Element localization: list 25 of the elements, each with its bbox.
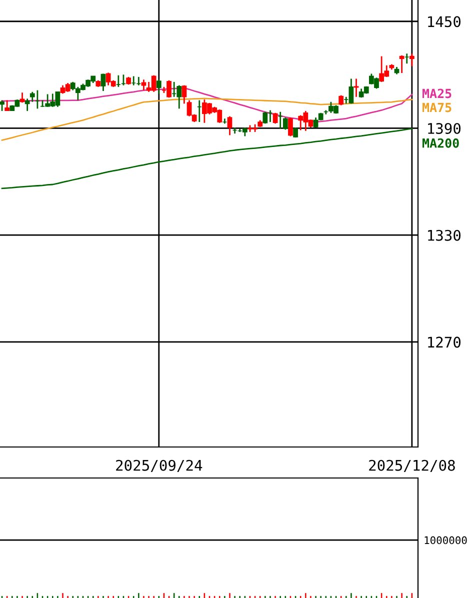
y-tick-label: 1390 bbox=[428, 122, 461, 134]
y-tick-label: 1450 bbox=[428, 16, 461, 28]
candlestick bbox=[141, 78, 146, 91]
candlestick bbox=[399, 54, 404, 74]
candlestick bbox=[100, 73, 106, 92]
line-series bbox=[1, 128, 413, 190]
candlestick bbox=[156, 78, 162, 94]
x-tick-label: 2025/12/08 bbox=[369, 460, 455, 472]
y-tick-label: 1270 bbox=[428, 336, 461, 348]
series-label: MA25 bbox=[422, 88, 452, 98]
y-tick-label: 1330 bbox=[428, 230, 461, 241]
candlestick bbox=[227, 116, 232, 136]
candlestick bbox=[338, 94, 344, 106]
candlestick bbox=[182, 84, 187, 104]
candlestick bbox=[282, 116, 288, 130]
series-label: MA200 bbox=[422, 138, 459, 148]
candlestick bbox=[293, 126, 298, 138]
candlestick bbox=[354, 78, 359, 98]
y-tick-label: 1000000 bbox=[424, 536, 467, 544]
candlestick bbox=[0, 100, 4, 112]
candlestick bbox=[409, 52, 414, 67]
candlestick bbox=[288, 116, 293, 137]
candlestick bbox=[4, 100, 10, 112]
series-label: MA75 bbox=[422, 102, 452, 112]
x-tick-label: 2025/09/24 bbox=[116, 460, 202, 472]
